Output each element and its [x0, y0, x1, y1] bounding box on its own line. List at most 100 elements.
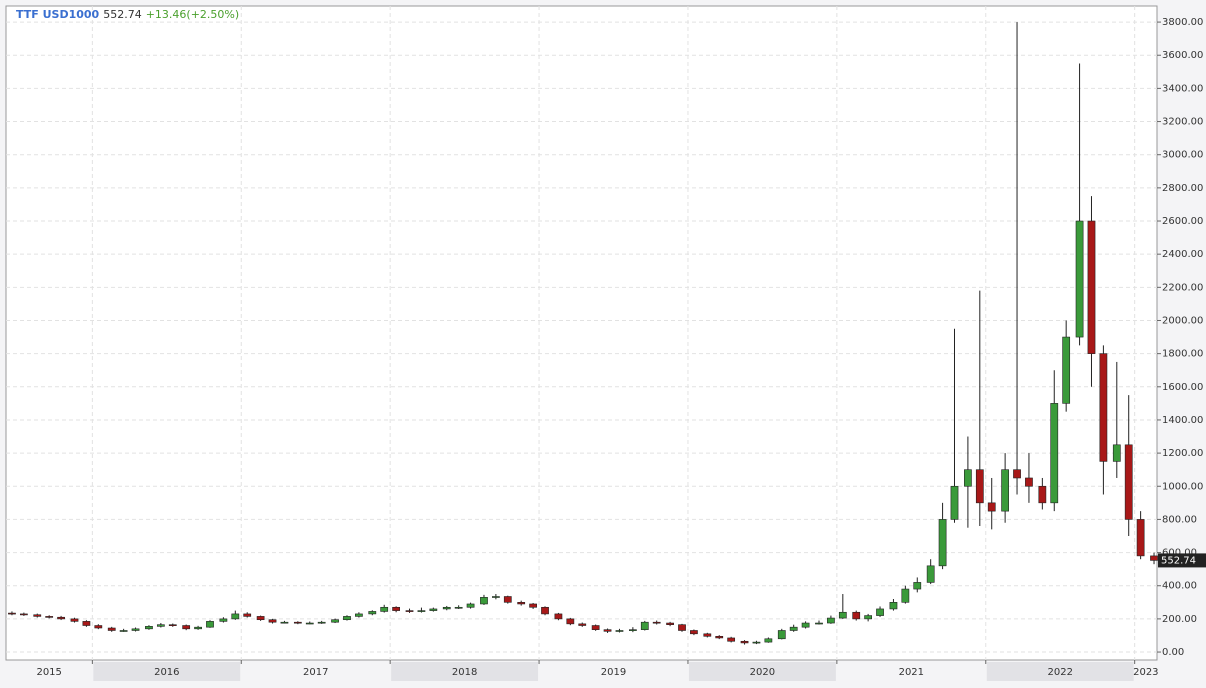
- candle-body: [1025, 477, 1033, 487]
- candle-body: [429, 608, 438, 611]
- candle-body: [280, 621, 289, 624]
- candle-body: [1013, 469, 1021, 479]
- candle-body: [554, 613, 563, 620]
- candle-body: [57, 616, 65, 620]
- candle-body: [838, 611, 847, 619]
- y-tick-label: 2400.00: [1162, 249, 1203, 260]
- symbol: TTF USD1000: [16, 8, 100, 21]
- candle-body: [317, 621, 326, 624]
- candle-body: [889, 602, 898, 610]
- candle-body: [640, 621, 649, 630]
- candle-body: [591, 625, 600, 630]
- candle-body: [355, 613, 363, 617]
- candle-body: [1099, 353, 1108, 462]
- candle-body: [442, 606, 451, 610]
- candle-body: [466, 603, 475, 608]
- candle-body: [727, 637, 736, 642]
- candle-body: [852, 611, 861, 620]
- candle-body: [1136, 519, 1145, 557]
- candle-body: [405, 610, 414, 612]
- candle-body: [119, 630, 128, 632]
- candle-body: [131, 628, 140, 631]
- candle-body: [268, 619, 277, 623]
- candle-body: [615, 630, 624, 632]
- candle-body: [964, 469, 972, 487]
- candle-body: [578, 623, 587, 626]
- candle-body: [182, 625, 191, 630]
- candle-body: [219, 618, 228, 622]
- candle-body: [231, 613, 240, 620]
- candle-body: [107, 627, 116, 631]
- candle-body: [243, 613, 252, 617]
- last-price-tag: [1158, 553, 1206, 568]
- candle-body: [1075, 220, 1084, 338]
- candle-body: [950, 485, 959, 520]
- candle-body: [1050, 403, 1059, 504]
- candle-body: [168, 624, 177, 626]
- year-band: [93, 662, 241, 681]
- y-tick-label: 2000.00: [1162, 315, 1203, 326]
- y-tick-label: 1200.00: [1162, 448, 1203, 459]
- candle-body: [740, 640, 749, 644]
- y-tick-label: 200.00: [1162, 614, 1197, 625]
- y-tick-label: 800.00: [1162, 514, 1197, 525]
- candle-body: [913, 582, 922, 590]
- candle-body: [480, 597, 488, 605]
- x-tick-label: 2019: [601, 667, 626, 678]
- candle-body: [417, 610, 426, 612]
- candle-body: [752, 641, 761, 644]
- year-band: [391, 662, 539, 681]
- candle-body: [815, 622, 823, 625]
- candle-body: [19, 613, 28, 616]
- candle-body: [503, 596, 512, 603]
- candle-body: [666, 622, 674, 625]
- candle-body: [145, 626, 153, 630]
- year-band: [986, 662, 1134, 681]
- candle-body: [331, 619, 339, 623]
- x-tick-label: 2022: [1047, 667, 1072, 678]
- candle-body: [703, 633, 712, 637]
- candle-body: [94, 625, 103, 629]
- candle-body: [1124, 444, 1133, 520]
- y-tick-label: 3400.00: [1162, 83, 1203, 94]
- x-tick-label: 2021: [899, 667, 924, 678]
- x-tick-label: 2018: [452, 667, 477, 678]
- y-tick-label: 1600.00: [1162, 382, 1203, 393]
- y-tick-label: 1000.00: [1162, 481, 1203, 492]
- candle-body: [1038, 485, 1047, 504]
- candle-body: [975, 469, 984, 504]
- y-tick-label: 3600.00: [1162, 50, 1203, 61]
- y-tick-label: 3200.00: [1162, 117, 1203, 128]
- candles: [8, 22, 1158, 645]
- candle-body: [70, 618, 79, 622]
- candle-body: [801, 622, 810, 628]
- y-tick-label: 600.00: [1162, 548, 1197, 559]
- candle-body: [492, 596, 500, 598]
- candle-body: [678, 624, 686, 631]
- candle-body: [156, 624, 165, 627]
- candle-body: [864, 615, 873, 620]
- candle-body: [901, 588, 910, 603]
- y-tick-label: 1800.00: [1162, 349, 1203, 360]
- candle-body: [764, 638, 773, 643]
- candle-body: [1087, 220, 1096, 354]
- candle-body: [194, 626, 202, 630]
- last-price-label: 552.74: [1161, 555, 1196, 566]
- candle-body: [566, 618, 575, 625]
- candle-body: [1001, 469, 1009, 512]
- candle-body: [603, 629, 612, 632]
- candle-body: [715, 635, 724, 639]
- y-tick-label: 2200.00: [1162, 282, 1203, 293]
- y-tick-label: 2600.00: [1162, 216, 1203, 227]
- candle-body: [628, 629, 637, 631]
- candle-body: [343, 616, 351, 621]
- candle-body: [33, 614, 42, 617]
- candle-body: [305, 622, 314, 625]
- y-tick-label: 400.00: [1162, 581, 1197, 592]
- y-tick-label: 3000.00: [1162, 150, 1203, 161]
- candle-body: [517, 602, 526, 605]
- candle-body: [392, 606, 400, 611]
- candle-body: [690, 630, 698, 635]
- x-tick-label: 2017: [303, 667, 328, 678]
